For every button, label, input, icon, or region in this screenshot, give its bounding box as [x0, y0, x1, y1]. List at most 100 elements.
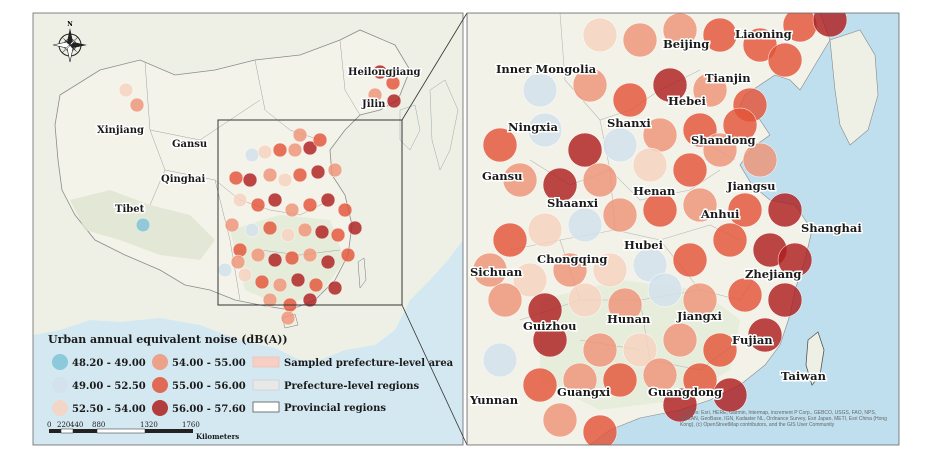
overview-point-10 [287, 142, 303, 158]
detail-point-36 [472, 252, 508, 288]
legend-swatch-class-4 [152, 377, 168, 393]
detail-point-30 [567, 207, 603, 243]
legend-swatch-sampled [252, 356, 280, 368]
legend-label-sampled: Sampled prefecture-level area [284, 358, 454, 369]
label-tibet: Tibet [115, 204, 145, 215]
detail-point-25 [672, 152, 708, 188]
detail-point-59 [747, 317, 783, 353]
detail-point-60 [522, 367, 558, 403]
extent-box [217, 119, 403, 306]
legend-swatch-provincial [252, 401, 280, 413]
label-shanxi: Shanxi [607, 116, 651, 130]
detail-point-45 [487, 282, 523, 318]
detail-point-31 [602, 197, 638, 233]
scale-tick-0: 0 [47, 421, 51, 429]
overview-point-27 [337, 202, 353, 218]
detail-point-28 [492, 222, 528, 258]
detail-point-64 [682, 362, 718, 398]
scale-tick-3: 880 [92, 421, 105, 429]
overview-point-37 [250, 247, 266, 263]
label-shaanxi: Shaanxi [547, 196, 599, 210]
label-taiwan: Taiwan [781, 369, 827, 383]
overview-map: N Heilongjiang Jilin Xinjiang Gansu Qing… [33, 13, 463, 445]
overview-point-19 [310, 164, 326, 180]
overview-point-36 [232, 242, 248, 258]
north-label: N [67, 21, 73, 28]
detail-point-48 [607, 287, 643, 323]
detail-point-68 [542, 402, 578, 438]
overview-point-39 [284, 250, 300, 266]
overview-point-28 [224, 217, 240, 233]
detail-point-3 [702, 17, 738, 53]
overview-point-13 [312, 132, 328, 148]
label-guizhou: Guizhou [523, 319, 576, 333]
detail-point-51 [727, 277, 763, 313]
detail-point-44 [777, 242, 813, 278]
detail-point-11 [692, 72, 728, 108]
detail-point-52 [767, 282, 803, 318]
detail-point-7 [522, 72, 558, 108]
detail-point-21 [502, 162, 538, 198]
label-hubei: Hubei [624, 238, 664, 252]
detail-point-32 [642, 192, 678, 228]
scale-tick-1: 220 [57, 421, 70, 429]
detail-point-6 [812, 13, 848, 38]
overview-point-16 [262, 167, 278, 183]
overview-point-7 [244, 147, 260, 163]
label-chongqing: Chongqing [537, 252, 607, 266]
detail-frame [466, 12, 900, 446]
legend-swatch-class-5 [152, 400, 168, 416]
overview-point-44 [254, 274, 270, 290]
legend-label-prefecture: Prefecture-level regions [284, 381, 420, 392]
overview-point-41 [320, 254, 336, 270]
detail-point-57 [662, 322, 698, 358]
detail-point-56 [622, 332, 658, 368]
legend-swatch-class-2 [52, 400, 68, 416]
detail-point-14 [482, 127, 518, 163]
label-jilin: Jilin [361, 99, 386, 110]
detail-point-26 [702, 132, 738, 168]
overview-point-33 [314, 224, 330, 240]
detail-point-33 [682, 187, 718, 223]
label-guangdong: Guangdong [648, 385, 722, 399]
detail-point-13 [767, 42, 803, 78]
label-xinjiang: Xinjiang [97, 125, 144, 136]
zoom-line-top [401, 12, 468, 121]
legend-swatch-prefecture [252, 379, 280, 391]
legend-classes: 48.20 - 49.00 49.00 - 52.50 52.50 - 54.00 5… [52, 354, 246, 416]
detail-point-22 [542, 167, 578, 203]
scale-bar: 0 220 440 880 1320 1760 Kilometers [47, 421, 239, 441]
korea-japan [399, 79, 459, 171]
detail-point-24 [632, 147, 668, 183]
legend-title: Urban annual equivalent noise (dB(A)) [48, 333, 288, 346]
detail-point-55 [582, 332, 618, 368]
attribution-text: Sources: Esri, HERE, Garmin, Intermap, i… [680, 410, 887, 428]
detail-point-35 [767, 192, 803, 228]
overview-point-6 [386, 93, 402, 109]
overview-point-2 [135, 217, 151, 233]
scale-unit: Kilometers [196, 432, 239, 441]
province-labels-detail: Beijing Liaoning Inner Mongolia Tianjin … [468, 26, 864, 409]
overview-point-18 [292, 167, 308, 183]
label-inner-mongolia: Inner Mongolia [496, 62, 597, 76]
overview-point-51 [302, 292, 318, 308]
overview-frame [32, 12, 464, 446]
label-tianjin: Tianjin [705, 71, 751, 85]
detail-point-9 [612, 82, 648, 118]
overview-point-40 [302, 247, 318, 263]
overview-point-25 [302, 197, 318, 213]
overview-point-12 [292, 127, 308, 143]
label-guangxi: Guangxi [557, 385, 611, 399]
label-sichuan: Sichuan [470, 265, 523, 279]
noise-points-detail [472, 13, 848, 445]
label-liaoning: Liaoning [735, 27, 792, 41]
label-qinghai: Qinghai [161, 174, 206, 185]
detail-point-37 [512, 262, 548, 298]
korea-detail [829, 29, 879, 146]
overview-point-17 [277, 172, 293, 188]
detail-point-10 [652, 67, 688, 103]
legend-swatch-class-3 [152, 354, 168, 370]
taiwan-detail [805, 331, 825, 386]
